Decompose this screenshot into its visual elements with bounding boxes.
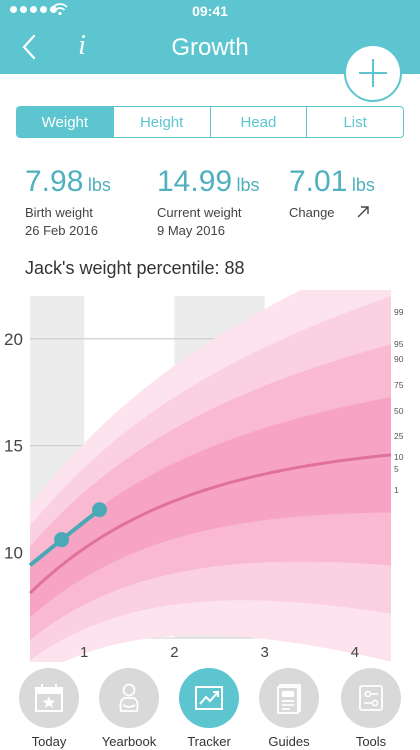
- percentile-label-5: 25: [394, 431, 404, 441]
- tab-tools-label: Tools: [355, 734, 387, 749]
- tab-today[interactable]: Today: [9, 668, 89, 749]
- x-tick-label-0: 1: [80, 644, 88, 661]
- change-value: 7.01: [289, 165, 348, 198]
- growth-chart: 10 15 20 1 2 3 4 99 95 90 75 50 25 10 5 1: [4, 290, 404, 662]
- current-weight-unit: lbs: [236, 175, 260, 195]
- percentile-label-2: 90: [394, 354, 404, 364]
- page-title: Growth: [171, 34, 249, 61]
- back-icon[interactable]: [16, 32, 46, 62]
- tab-tracker-label: Tracker: [187, 734, 231, 749]
- change-unit: lbs: [351, 175, 375, 195]
- nav-bar: i Growth: [0, 22, 420, 74]
- y-tick-label-0: 10: [4, 544, 23, 563]
- tab-today-label: Today: [31, 734, 67, 749]
- median-line: [28, 453, 392, 595]
- percentile-label-8: 1: [394, 485, 399, 495]
- tab-yearbook-label: Yearbook: [101, 734, 157, 749]
- status-time: 09:41: [192, 3, 228, 19]
- tab-tracker[interactable]: Tracker: [169, 668, 249, 749]
- change-stat: 7.01 lbs Change: [289, 165, 375, 220]
- birth-weight-unit: lbs: [87, 175, 111, 195]
- tab-guides[interactable]: Guides: [249, 668, 329, 749]
- tab-guides-label: Guides: [268, 734, 310, 749]
- change-label: Change: [289, 205, 335, 220]
- plus-icon: [359, 59, 387, 87]
- percentile-band-3: [30, 397, 391, 618]
- current-weight-label: Current weight: [157, 205, 242, 220]
- x-tick-label-3: 4: [351, 644, 359, 661]
- current-weight-date: 9 May 2016: [157, 223, 225, 238]
- tab-list[interactable]: List: [306, 107, 403, 137]
- segmented-control: Weight Height Head List: [16, 106, 404, 138]
- chart-icon: [195, 686, 223, 710]
- signal-icon: [10, 6, 57, 13]
- calendar-star-icon: [35, 684, 63, 712]
- baby-icon: [119, 683, 139, 712]
- document-icon: [277, 684, 301, 714]
- tab-head[interactable]: Head: [209, 107, 307, 137]
- current-weight-stat: 14.99 lbs Current weight 9 May 2016: [157, 165, 260, 238]
- birth-weight-value: 7.98: [25, 165, 84, 198]
- percentile-label-1: 95: [394, 339, 404, 349]
- percentile-label-4: 50: [394, 406, 404, 416]
- arrow-up-right-icon: [357, 206, 369, 218]
- percentile-label-6: 10: [394, 452, 404, 462]
- y-tick-label-1: 15: [4, 437, 23, 456]
- birth-weight-label: Birth weight: [25, 205, 93, 220]
- tools-icon: [359, 685, 383, 711]
- tab-height[interactable]: Height: [112, 107, 210, 137]
- percentile-label-3: 75: [394, 380, 404, 390]
- birth-weight-date: 26 Feb 2016: [25, 223, 99, 238]
- add-button[interactable]: [344, 44, 402, 102]
- tab-bar: Today Yearbook Tracker: [0, 664, 420, 750]
- x-tick-label-1: 2: [170, 644, 178, 661]
- birth-weight-stat: 7.98 lbs Birth weight 26 Feb 2016: [25, 165, 111, 238]
- y-tick-label-2: 20: [4, 330, 23, 349]
- wifi-icon: [52, 3, 68, 16]
- child-weight-point-0: [54, 532, 70, 548]
- tab-weight[interactable]: Weight: [17, 107, 113, 137]
- tab-yearbook[interactable]: Yearbook: [89, 668, 169, 749]
- tab-tools[interactable]: Tools: [331, 668, 411, 749]
- percentile-text: Jack's weight percentile: 88: [25, 258, 245, 278]
- current-weight-value: 14.99: [157, 165, 233, 198]
- percentile-label-0: 99: [394, 307, 404, 317]
- percentile-label-7: 5: [394, 464, 399, 474]
- info-button[interactable]: i: [78, 30, 86, 61]
- x-tick-label-2: 3: [260, 644, 268, 661]
- status-bar: 09:41: [0, 0, 420, 22]
- child-weight-point-1: [91, 502, 107, 518]
